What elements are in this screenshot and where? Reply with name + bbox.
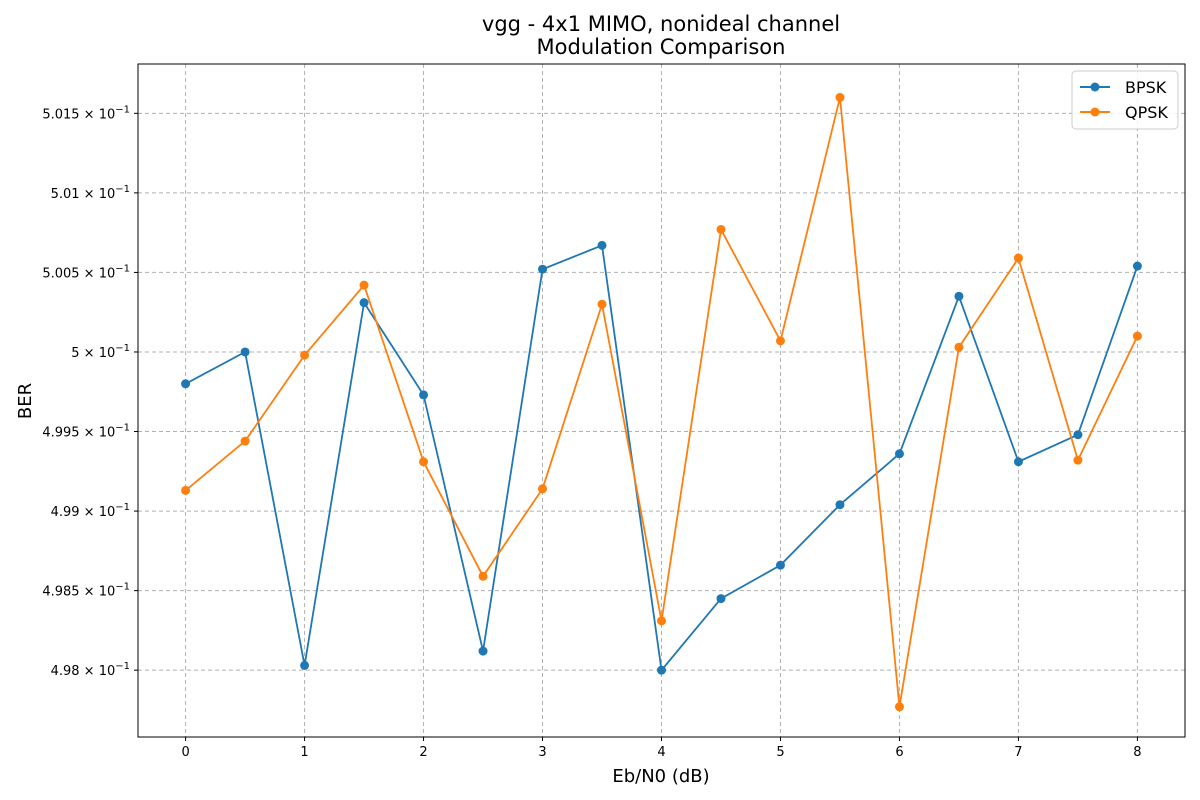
legend: BPSK QPSK	[1071, 70, 1179, 130]
y-axis-label: BER	[15, 383, 36, 419]
data-point-qpsk	[419, 457, 429, 467]
data-point-qpsk	[1073, 455, 1083, 465]
data-point-qpsk	[775, 336, 785, 346]
data-point-qpsk	[716, 224, 726, 234]
x-tick-label: 3	[538, 745, 546, 760]
x-tick-label: 1	[300, 745, 308, 760]
data-point-qpsk	[300, 350, 310, 360]
grid	[138, 64, 1185, 737]
y-tick-label: 4.98 × 10−1	[51, 661, 130, 679]
y-tick-label: 4.995 × 10−1	[42, 423, 130, 441]
data-point-bpsk	[359, 298, 369, 308]
data-point-bpsk	[894, 449, 904, 459]
data-point-qpsk	[478, 571, 488, 581]
data-point-qpsk	[657, 616, 666, 626]
legend-marker-qpsk	[1090, 107, 1100, 117]
y-tick-label: 5.01 × 10−1	[51, 184, 130, 202]
data-point-qpsk	[538, 484, 548, 494]
data-point-qpsk	[359, 280, 369, 290]
legend-label-bpsk: BPSK	[1125, 78, 1167, 97]
plot-area-frame	[137, 63, 1186, 738]
data-point-bpsk	[1013, 457, 1023, 467]
chart-title-line-1: vgg - 4x1 MIMO, nonideal channel	[482, 12, 840, 36]
x-axis-label: Eb/N0 (dB)	[612, 766, 709, 787]
axis-ticks: 0 1 2 3 4 5 6 7 8 4.98 × 10−1 4.985 × 10−1 4.99 × 1…	[42, 104, 1141, 760]
data-point-qpsk	[1132, 331, 1142, 341]
data-point-qpsk	[240, 436, 250, 446]
x-tick-label: 6	[895, 745, 903, 760]
data-point-bpsk	[538, 264, 548, 274]
data-point-qpsk	[954, 342, 964, 352]
data-point-bpsk	[181, 379, 191, 389]
data-point-bpsk	[240, 347, 250, 357]
x-tick-label: 2	[419, 745, 427, 760]
legend-label-qpsk: QPSK	[1125, 103, 1168, 122]
data-point-bpsk	[716, 594, 726, 604]
data-point-bpsk	[478, 646, 488, 656]
data-point-qpsk	[835, 92, 845, 102]
data-point-qpsk	[1013, 253, 1023, 263]
data-point-qpsk	[894, 702, 904, 712]
data-point-bpsk	[657, 665, 666, 675]
y-tick-label: 5 × 10−1	[71, 343, 130, 361]
data-point-bpsk	[300, 660, 310, 670]
data-point-bpsk	[1073, 430, 1083, 440]
y-tick-label: 5.005 × 10−1	[42, 263, 130, 281]
x-tick-label: 8	[1133, 745, 1141, 760]
data-point-bpsk	[775, 560, 785, 570]
series-lines	[181, 92, 1142, 712]
legend-marker-bpsk	[1090, 82, 1100, 92]
y-tick-label: 4.99 × 10−1	[51, 502, 130, 520]
data-point-bpsk	[954, 291, 964, 301]
data-point-qpsk	[181, 485, 191, 495]
x-tick-label: 0	[181, 745, 189, 760]
x-tick-label: 4	[657, 745, 665, 760]
x-tick-label: 7	[1014, 745, 1022, 760]
data-point-bpsk	[1132, 261, 1142, 271]
y-tick-label: 4.985 × 10−1	[42, 582, 130, 600]
data-point-qpsk	[597, 299, 607, 309]
data-point-bpsk	[835, 500, 845, 510]
x-tick-label: 5	[776, 745, 784, 760]
data-point-bpsk	[419, 390, 429, 400]
chart-title-line-2: Modulation Comparison	[537, 35, 786, 59]
data-point-bpsk	[597, 240, 607, 250]
y-tick-label: 5.015 × 10−1	[42, 104, 130, 122]
